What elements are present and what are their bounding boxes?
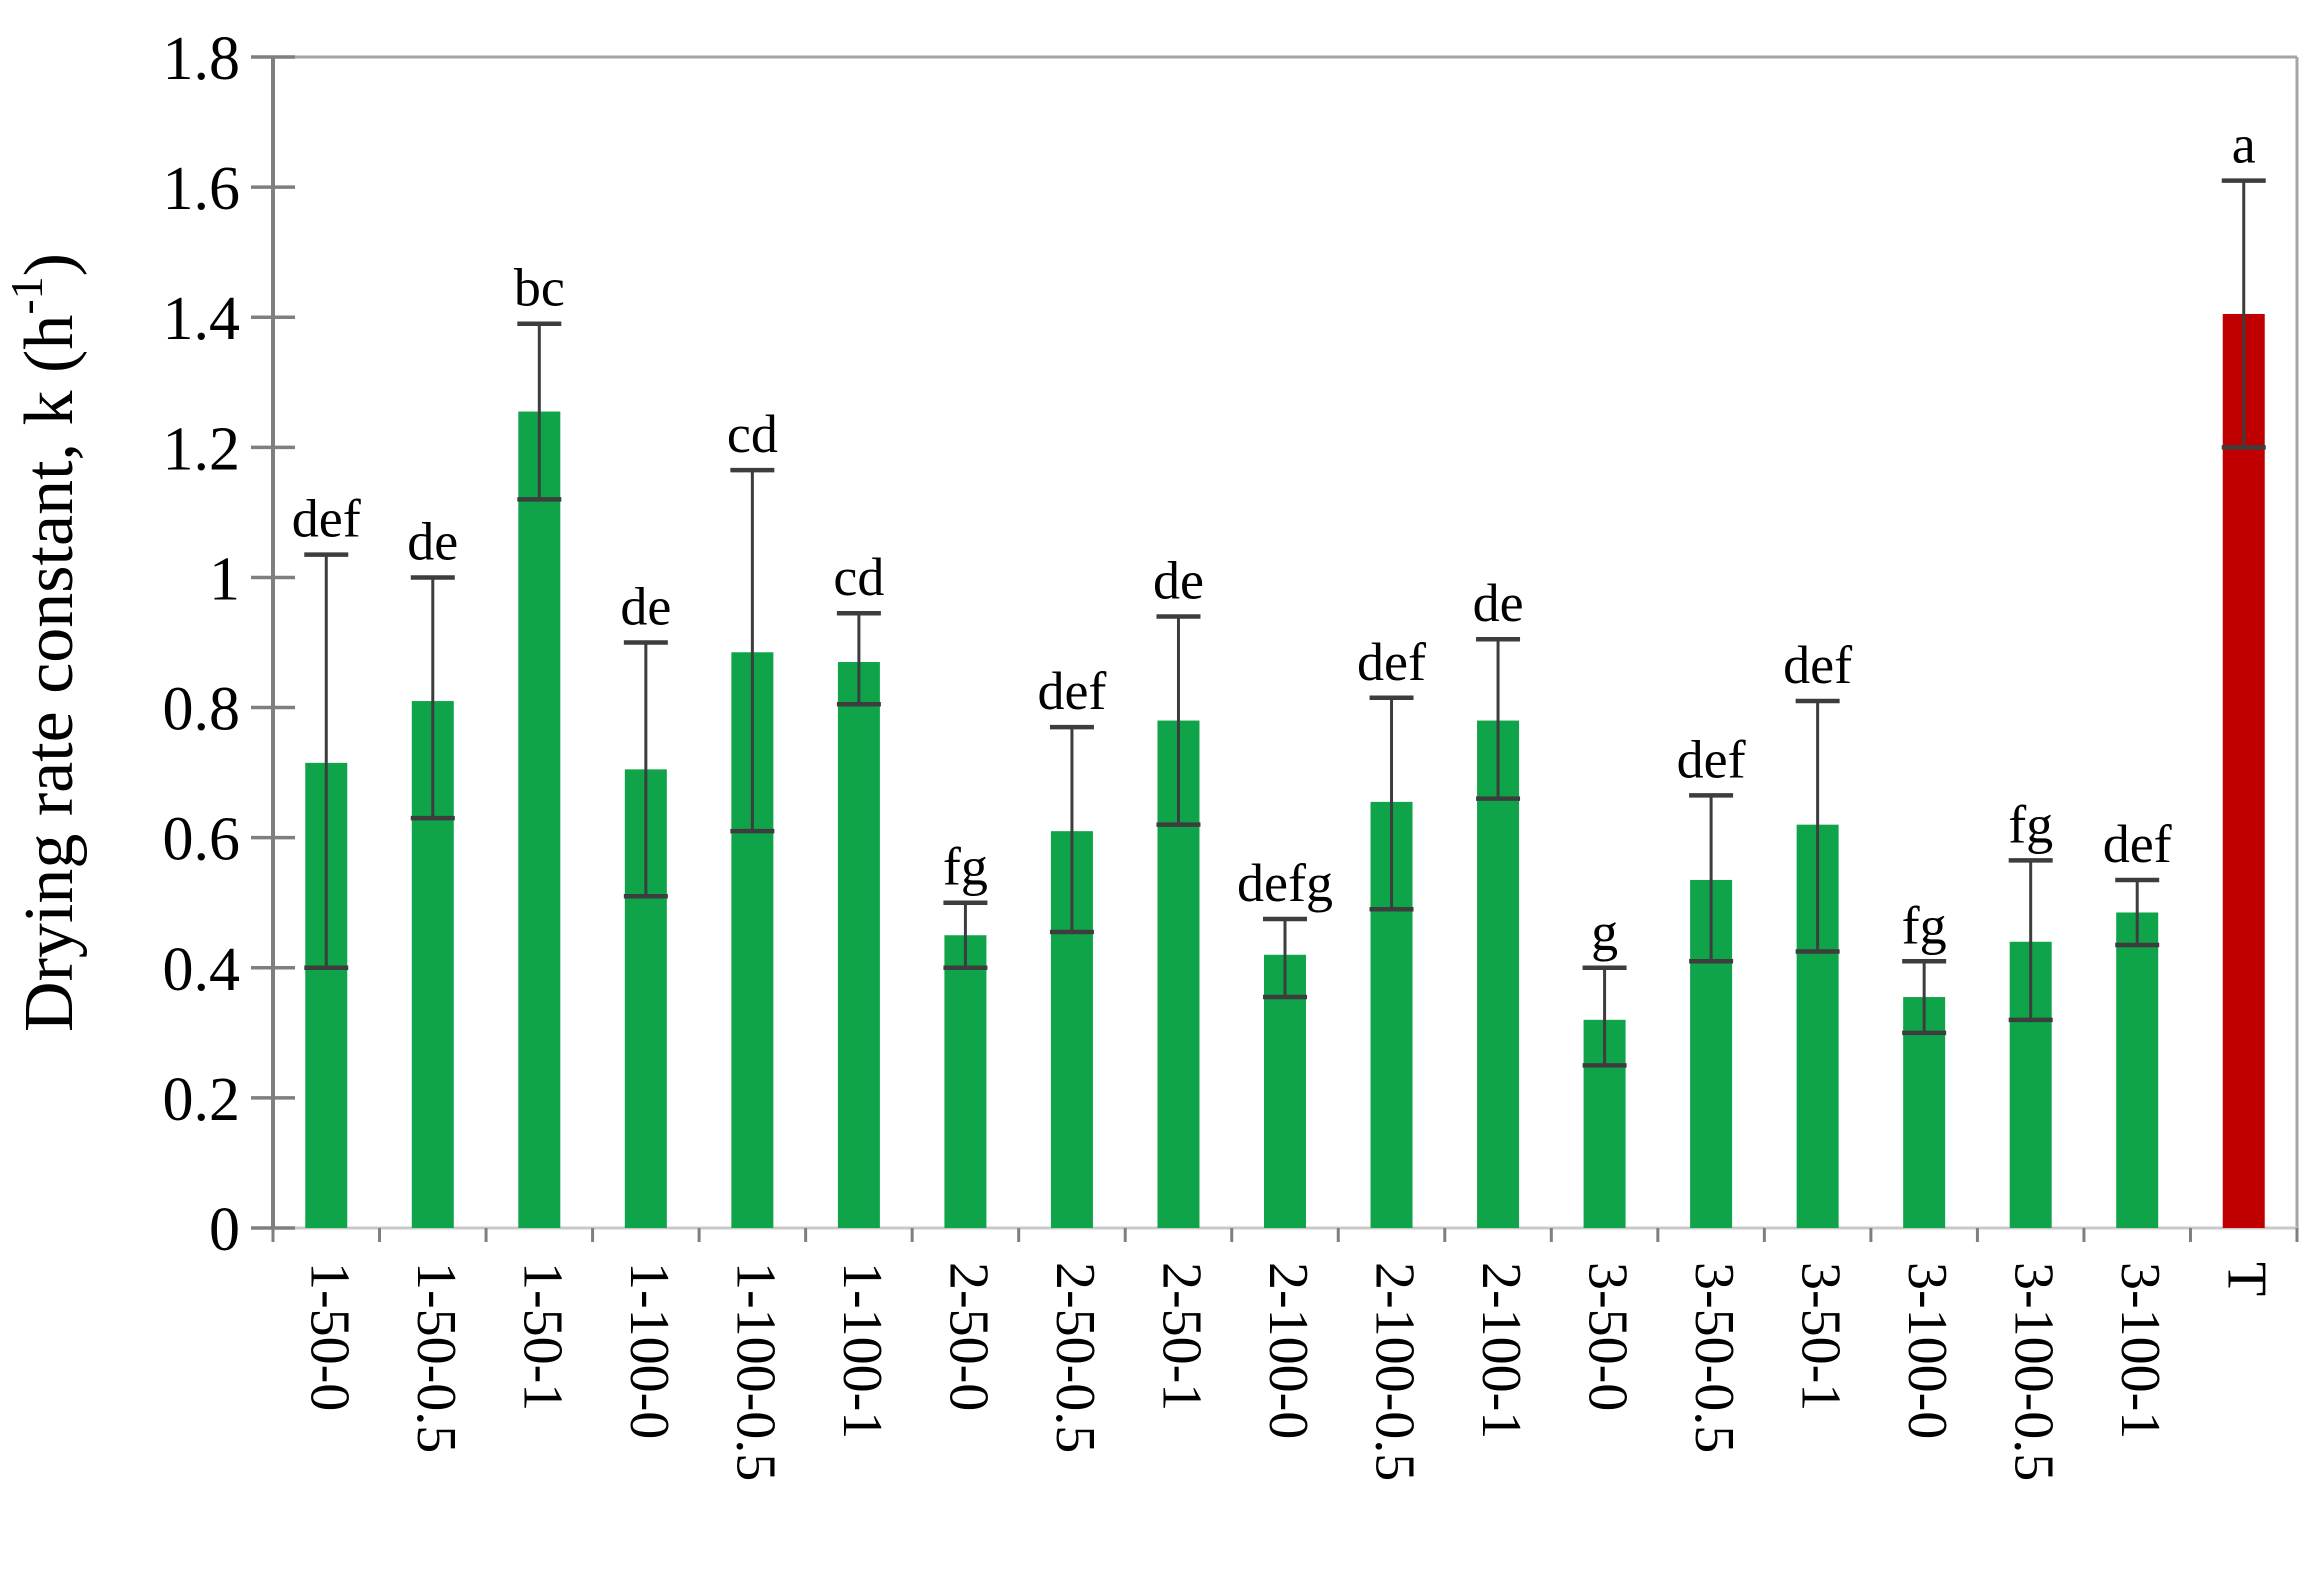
- x-category-label: 1-100-0.5: [724, 1262, 786, 1481]
- x-category-label: 2-100-0: [1257, 1262, 1319, 1439]
- x-category-label: 1-100-0: [618, 1262, 680, 1439]
- bar: [1903, 997, 1946, 1228]
- significance-letter: de: [407, 511, 458, 571]
- x-category-label: 3-50-0: [1577, 1262, 1639, 1411]
- significance-letter: de: [620, 577, 671, 637]
- significance-letter: def: [1783, 635, 1852, 695]
- bar: [1477, 720, 1520, 1228]
- x-category-label: 3-100-0.5: [2003, 1262, 2065, 1481]
- significance-letter: cd: [727, 404, 778, 464]
- significance-letter: de: [1473, 573, 1524, 633]
- significance-letter: fg: [2008, 794, 2053, 854]
- x-category-label: 1-50-0.5: [405, 1262, 467, 1453]
- x-category-label: 3-100-1: [2109, 1262, 2171, 1439]
- x-category-label: 2-100-0.5: [1364, 1262, 1426, 1481]
- x-category-label: T: [2216, 1262, 2278, 1296]
- significance-letter: defg: [1237, 853, 1333, 913]
- significance-letter: bc: [514, 258, 565, 318]
- y-tick-label: 0.8: [163, 676, 241, 744]
- x-category-label: 2-50-0: [937, 1262, 999, 1411]
- x-category-label: 3-50-1: [1790, 1262, 1852, 1411]
- x-category-label: 1-50-1: [511, 1262, 573, 1411]
- bar: [944, 935, 987, 1228]
- significance-letter: g: [1591, 902, 1618, 962]
- x-category-label: 2-50-0.5: [1044, 1262, 1106, 1453]
- bar: [1264, 954, 1306, 1228]
- significance-letter: def: [1037, 661, 1106, 721]
- y-tick-label: 0.4: [163, 936, 241, 1004]
- significance-letter: cd: [833, 547, 884, 607]
- y-tick-label: 0: [209, 1196, 240, 1264]
- significance-letter: fg: [1902, 895, 1947, 955]
- y-tick-label: 0.6: [163, 806, 241, 874]
- significance-letter: def: [1677, 729, 1746, 789]
- y-tick-label: 1.6: [163, 155, 241, 223]
- bar: [837, 662, 880, 1228]
- x-category-label: 3-50-0.5: [1683, 1262, 1745, 1453]
- bar: [2116, 912, 2159, 1228]
- significance-letter: def: [1357, 632, 1426, 692]
- y-tick-label: 0.2: [163, 1066, 241, 1134]
- y-axis-title: Drying rate constant, k (h-1): [1, 253, 88, 1032]
- significance-letter: de: [1153, 550, 1204, 610]
- x-category-label: 2-100-1: [1470, 1262, 1532, 1439]
- significance-letter: fg: [943, 837, 988, 897]
- x-category-label: 1-100-1: [831, 1262, 893, 1439]
- y-tick-label: 1.2: [163, 415, 241, 483]
- significance-letter: def: [292, 489, 361, 549]
- bar: [2222, 313, 2265, 1228]
- bar: [518, 411, 561, 1229]
- significance-letter: a: [2232, 115, 2256, 175]
- x-category-label: 3-100-0: [1896, 1262, 1958, 1439]
- y-tick-label: 1.4: [163, 285, 241, 353]
- y-tick-label: 1: [209, 545, 240, 613]
- y-tick-label: 1.8: [163, 25, 241, 93]
- x-category-label: 1-50-0: [298, 1262, 360, 1411]
- significance-letter: def: [2103, 814, 2172, 874]
- x-category-label: 2-50-1: [1150, 1262, 1212, 1411]
